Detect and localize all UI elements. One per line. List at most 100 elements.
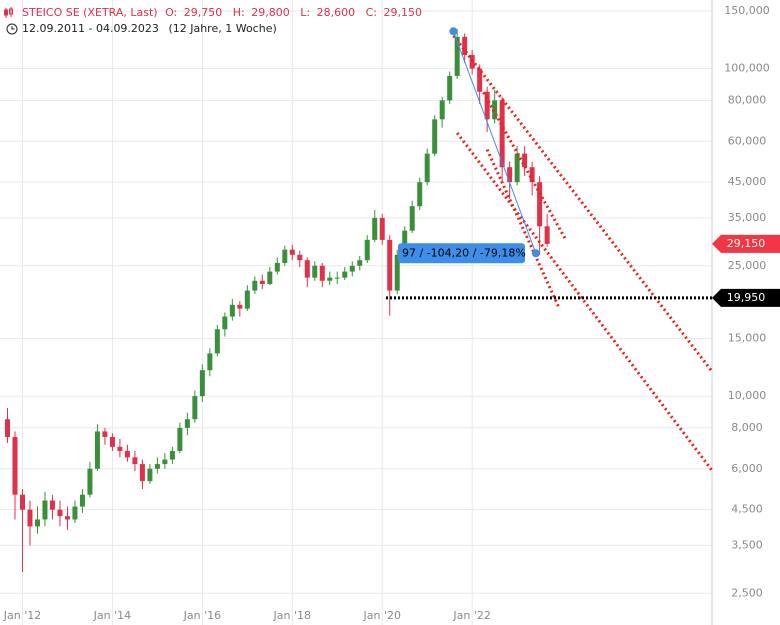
candle-body <box>259 280 265 284</box>
header-icon <box>4 7 13 18</box>
candle-body <box>184 419 190 428</box>
y-tick-label: 100,000 <box>724 62 770 75</box>
candle-body <box>462 36 468 56</box>
candle-body <box>64 516 70 520</box>
quote-name: O: <box>165 6 177 19</box>
candle-body <box>19 494 25 510</box>
y-tick-label: 80,000 <box>728 93 767 106</box>
candle-body <box>334 277 340 279</box>
measure-point <box>449 27 458 36</box>
candle-body <box>87 468 93 495</box>
measure-box <box>398 243 525 264</box>
y-tick-label: 15,000 <box>728 331 767 344</box>
trend-line <box>482 91 568 241</box>
quote-value: 29,750 <box>184 6 223 19</box>
y-tick-label: 2,500 <box>731 586 763 599</box>
candle-body <box>477 68 483 92</box>
last-price-label: 29,150 <box>727 237 766 250</box>
candle-body <box>229 304 235 317</box>
candle-body <box>304 260 310 278</box>
quote-value: 29,150 <box>383 6 422 19</box>
candle-body <box>102 431 108 438</box>
candle-body <box>514 153 520 183</box>
measure-line <box>452 31 537 254</box>
candle-body <box>79 494 85 507</box>
last-price-tag <box>712 234 780 253</box>
trend-line <box>455 132 714 472</box>
candle-body <box>244 290 250 309</box>
y-tick-label: 8,000 <box>731 421 763 434</box>
candle-body <box>267 271 273 284</box>
candle-body <box>312 265 318 278</box>
candle-body <box>132 457 138 465</box>
y-tick-label: 4,500 <box>731 503 763 516</box>
candle-body <box>364 239 370 261</box>
measure-label: 97 / -104,20 / -79,18% <box>402 246 526 259</box>
quote-name: L: <box>300 6 310 19</box>
candle-body <box>349 265 355 272</box>
y-tick-label: 35,000 <box>728 211 767 224</box>
clock-icon <box>6 23 18 35</box>
x-tick-label: Jan '20 <box>362 609 400 622</box>
y-tick-label: 3,500 <box>731 538 763 551</box>
x-tick-label: Jan '18 <box>273 609 311 622</box>
candle-body <box>34 519 40 527</box>
candle-body <box>297 254 303 261</box>
candle-body <box>207 353 213 371</box>
candle-body <box>499 100 505 168</box>
candle-body <box>319 265 325 281</box>
y-tick-label: 60,000 <box>728 134 767 147</box>
candle-body <box>4 419 10 438</box>
quote-name: H: <box>233 6 245 19</box>
candle-body <box>139 464 145 482</box>
level-label: 19,950 <box>727 291 766 304</box>
y-tick-label: 6,000 <box>731 462 763 475</box>
trend-line <box>452 34 714 373</box>
candle-body <box>27 509 33 527</box>
candle-body <box>57 509 63 517</box>
candle-body <box>49 500 55 510</box>
x-tick-label: Jan '14 <box>93 609 131 622</box>
candle-body <box>199 370 205 397</box>
candle-body <box>177 427 183 451</box>
candle-body <box>237 304 243 309</box>
quote-name: C: <box>366 6 377 19</box>
candle-body <box>124 450 130 458</box>
candle-body <box>117 446 123 451</box>
candle-body <box>424 153 430 183</box>
period: (12 Jahre, 1 Woche) <box>168 22 276 35</box>
candle-body <box>402 230 408 255</box>
candle-body <box>357 260 363 266</box>
candle-body <box>439 100 445 120</box>
candle-body <box>387 239 393 291</box>
candle-body <box>417 182 423 207</box>
y-tick-label: 10,000 <box>728 389 767 402</box>
candle-body <box>282 249 288 263</box>
candle-body <box>289 249 295 255</box>
candle-body <box>109 437 115 447</box>
candle-body <box>154 464 160 469</box>
candle-body <box>222 316 228 330</box>
candle-body <box>537 182 543 227</box>
candle-body <box>72 506 78 520</box>
chart-title: STEICO SE (XETRA, Last) <box>22 6 158 19</box>
candle-body <box>327 277 333 281</box>
candle-body <box>379 217 385 240</box>
quote-value: 28,600 <box>317 6 356 19</box>
candle-body <box>214 329 220 354</box>
candle-body <box>192 396 198 420</box>
candle-body <box>454 36 460 76</box>
measure-point <box>531 249 540 258</box>
candle-body <box>394 254 400 291</box>
y-tick-label: 45,000 <box>728 175 767 188</box>
candle-body <box>147 468 153 482</box>
candle-body <box>447 75 453 101</box>
candle-body <box>274 262 280 272</box>
candle-body <box>372 217 378 240</box>
candle-body <box>42 500 48 520</box>
candle-body <box>507 167 513 183</box>
chart-header: STEICO SE (XETRA, Last) O: 29,750 H: 29,… <box>22 6 422 19</box>
candle-body <box>342 271 348 278</box>
trend-line <box>485 148 560 307</box>
